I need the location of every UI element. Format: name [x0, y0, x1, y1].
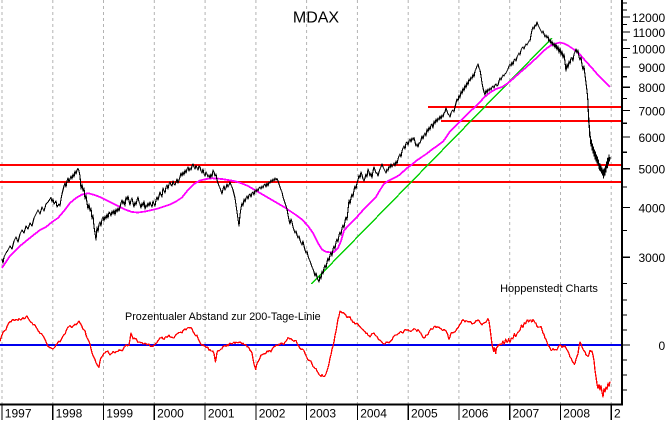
svg-text:2003: 2003 [309, 406, 336, 420]
svg-text:10000: 10000 [632, 43, 666, 57]
svg-text:2008: 2008 [563, 406, 590, 420]
svg-text:2004: 2004 [360, 406, 387, 420]
svg-text:11000: 11000 [633, 26, 666, 40]
svg-text:4000: 4000 [638, 201, 665, 215]
svg-text:2000: 2000 [157, 406, 184, 420]
svg-text:1998: 1998 [56, 406, 83, 420]
svg-text:2007: 2007 [513, 406, 540, 420]
svg-text:0: 0 [659, 339, 666, 353]
svg-text:3000: 3000 [638, 251, 665, 265]
svg-text:2002: 2002 [259, 406, 286, 420]
svg-text:8000: 8000 [638, 81, 665, 95]
svg-text:2001: 2001 [208, 406, 235, 420]
svg-text:7000: 7000 [638, 104, 665, 118]
svg-text:2005: 2005 [411, 406, 438, 420]
svg-text:Hoppenstedt Charts: Hoppenstedt Charts [500, 283, 598, 295]
svg-text:2: 2 [614, 406, 621, 420]
svg-text:12000: 12000 [632, 11, 666, 25]
svg-text:9000: 9000 [638, 61, 665, 75]
svg-text:5000: 5000 [638, 163, 665, 177]
svg-text:2006: 2006 [462, 406, 489, 420]
svg-text:1999: 1999 [106, 406, 133, 420]
svg-text:MDAX: MDAX [293, 10, 340, 27]
svg-text:Prozentualer Abstand zur 200-T: Prozentualer Abstand zur 200-Tage-Linie [125, 311, 321, 323]
svg-text:6000: 6000 [638, 131, 665, 145]
svg-text:1997: 1997 [5, 406, 32, 420]
